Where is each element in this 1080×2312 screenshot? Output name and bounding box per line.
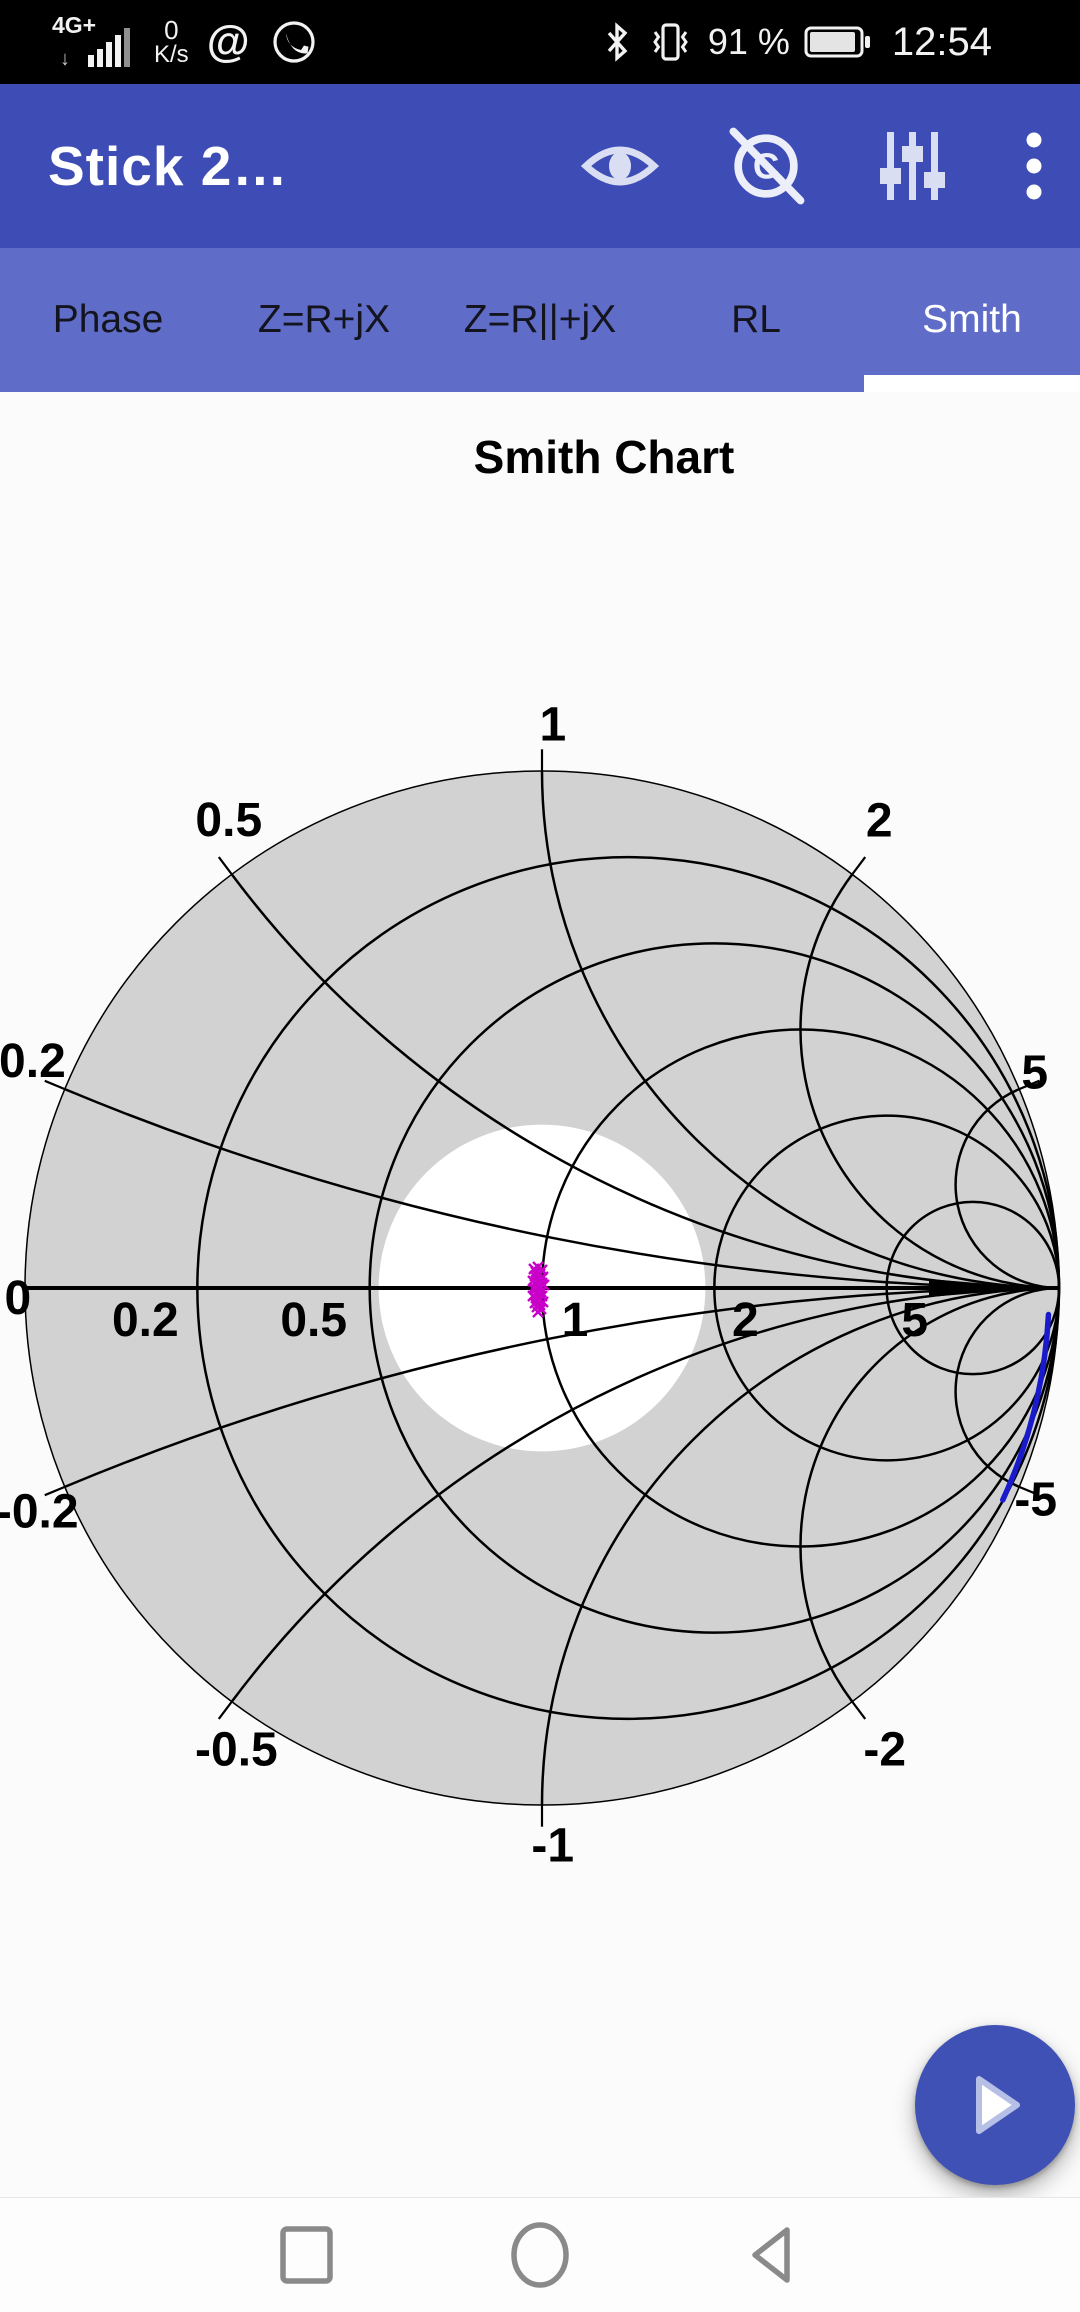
tab-z-r-jx[interactable]: Z=R+jX [257,298,391,341]
svg-text:2: 2 [866,794,893,847]
selected-tab-indicator [864,375,1080,392]
app-title: Stick 2… [48,135,289,197]
tab-smith[interactable]: Smith [922,298,1022,341]
network-speed-unit: K/s [154,41,189,68]
svg-text:5: 5 [901,1294,928,1347]
tab-bar: Phase Z=R+jX Z=R||+jX RL Smith [0,248,1080,392]
navigation-bar [0,2197,1080,2312]
sliders-icon [880,132,945,200]
svg-text:4G+: 4G+ [52,12,96,38]
vibrate-icon [652,23,688,61]
visibility-button[interactable] [572,111,668,221]
tune-sliders-button[interactable] [864,111,960,221]
play-fab-button[interactable] [915,2025,1075,2185]
svg-text:2: 2 [732,1294,759,1347]
tab-phase[interactable]: Phase [52,298,164,341]
svg-text:-0.5: -0.5 [195,1724,278,1777]
recents-button[interactable] [191,2198,424,2312]
no-copyright-button[interactable]: C [718,111,814,221]
svg-text:0.5: 0.5 [195,794,262,847]
network-speed-value: 0 [164,15,179,45]
overflow-menu-icon [1026,132,1042,200]
status-bar: 4G+ ↓ 0 K/s @ [0,0,1080,84]
smith-chart: 0.2 0.5 1 2 5 1 2 5 0.5 0.2 0 -0.2 -0.5 -1 -2 -5 [0,699,1061,1873]
svg-text:0.2: 0.2 [112,1294,179,1347]
chart-heading: Smith Chart [473,431,735,483]
svg-text:5: 5 [1021,1047,1048,1100]
svg-text:-2: -2 [863,1724,906,1777]
network-speed: 0 K/s [154,17,189,67]
home-button[interactable] [424,2198,657,2312]
whatsapp-notification-icon [272,21,315,63]
content-area: 0.2 0.5 1 2 5 1 2 5 0.5 0.2 0 -0.2 -0.5 -1 -2 -5 Smith … [0,392,1080,2198]
recents-square-icon [280,2226,333,2284]
no-copyright-icon: C [729,127,805,205]
svg-text:1: 1 [539,699,566,752]
back-triangle-icon [752,2227,790,2283]
play-icon [976,2076,1020,2134]
svg-text:-0.2: -0.2 [0,1486,79,1539]
eye-icon [580,146,660,186]
battery-icon [804,26,870,58]
svg-text:↓: ↓ [60,48,70,70]
svg-text:-5: -5 [1014,1474,1057,1527]
svg-text:0.5: 0.5 [280,1294,347,1347]
svg-text:1: 1 [562,1294,589,1347]
svg-text:0: 0 [5,1272,32,1325]
svg-text:0.2: 0.2 [0,1035,66,1088]
signal-strength-icon: 4G+ ↓ [52,12,130,70]
home-circle-icon [511,2222,569,2288]
clock: 12:54 [891,19,992,64]
overflow-menu-button[interactable] [1010,111,1058,221]
back-button[interactable] [657,2198,890,2312]
tab-z-r-jx[interactable]: Z=R||+jX [463,298,617,341]
tab-rl[interactable]: RL [731,298,781,341]
battery-percentage: 91 % [707,21,790,62]
bluetooth-icon [607,22,628,62]
svg-text:-1: -1 [531,1820,574,1873]
app-bar: Stick 2… C [0,84,1080,248]
email-notification-icon: @ [206,17,250,66]
